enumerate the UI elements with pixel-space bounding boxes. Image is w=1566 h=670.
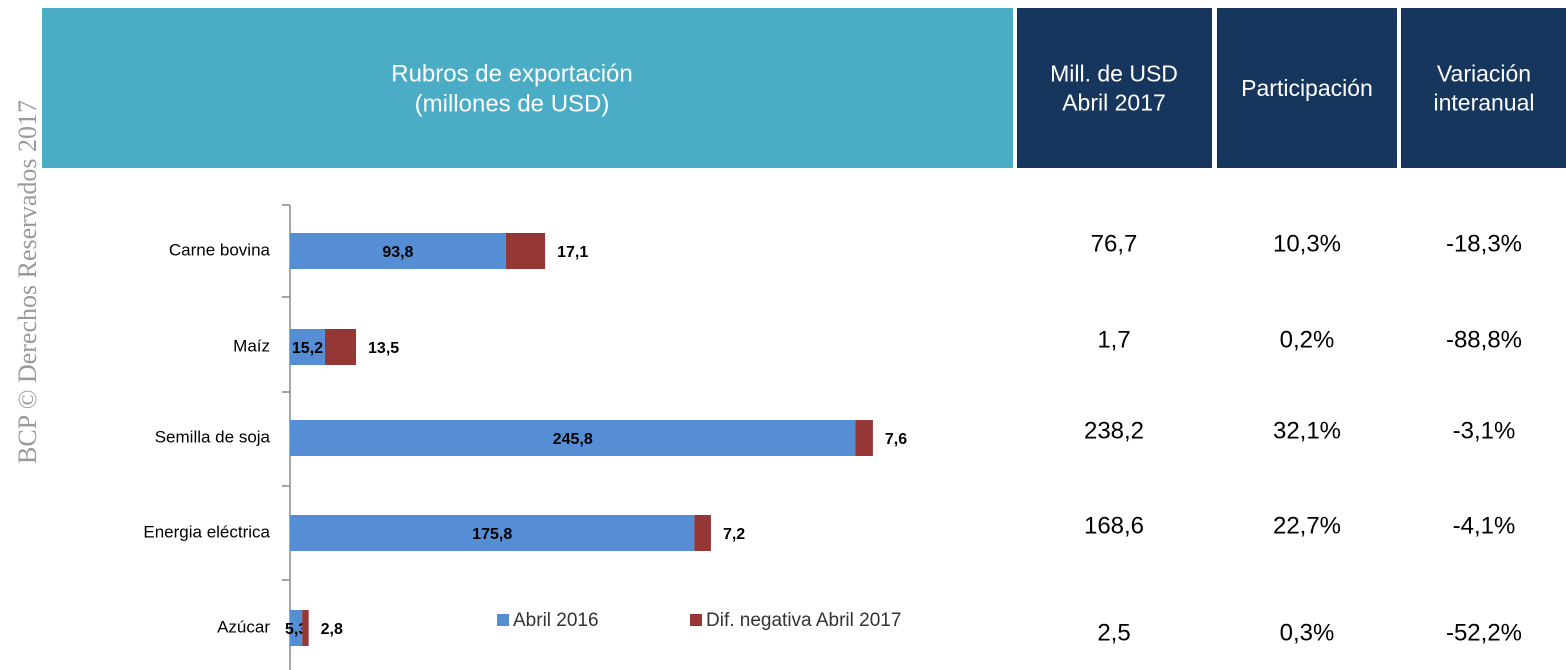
header-cell [1217,8,1397,168]
data-label: 7,6 [885,431,907,448]
table-cell: 238,2 [1084,417,1144,444]
column-header: Abril 2017 [1062,89,1166,115]
legend-swatch [497,614,509,626]
bar-segment [290,420,856,456]
table-cell: 168,6 [1084,512,1144,539]
column-header: Mill. de USD [1050,61,1178,87]
data-label: 7,2 [723,526,745,543]
data-label: 13,5 [368,340,399,357]
legend-label: Dif. negativa Abril 2017 [706,610,901,631]
table-cell: 76,7 [1091,230,1138,257]
data-label: 245,8 [553,431,593,448]
table-cell: 0,3% [1280,619,1335,646]
bar-segment [290,515,695,551]
data-label: 2,8 [321,621,343,638]
bar-segment [505,233,546,269]
bar-segment [290,233,506,269]
table-cell: 1,7 [1097,326,1130,353]
chart-title: Rubros de exportación [391,60,632,87]
bar-segment [290,329,325,365]
data-label: 175,8 [472,526,512,543]
watermark: BCP © Derechos Reservados 2017 [13,100,42,464]
category-label: Semilla de soja [155,427,271,446]
column-header: Variación [1437,61,1531,87]
chart-title: (millones de USD) [415,90,610,117]
table-cell: 10,3% [1273,230,1341,257]
table-cell: 32,1% [1273,417,1341,444]
table-cell: -18,3% [1446,230,1522,257]
bar-segment [290,610,303,646]
category-label: Carne bovina [169,240,271,259]
category-label: Azúcar [217,617,270,636]
table-cell: -88,8% [1446,326,1522,353]
table-cell: -3,1% [1453,417,1516,444]
bar-segment [324,329,357,365]
table-cell: 22,7% [1273,512,1341,539]
legend-label: Abril 2016 [513,610,599,631]
table-cell: 2,5 [1097,619,1130,646]
header-cell [1017,8,1212,168]
category-label: Maíz [233,336,270,355]
data-label: 5,3 [285,621,307,638]
column-header: Participación [1241,75,1373,101]
bar-segment [694,515,711,551]
bar-segment [302,610,309,646]
data-label: 93,8 [382,244,413,261]
column-header: interanual [1433,89,1534,115]
table-cell: -4,1% [1453,512,1516,539]
header-cell [1401,8,1566,168]
legend-swatch [690,614,702,626]
table-cell: -52,2% [1446,619,1522,646]
table-cell: 0,2% [1280,326,1335,353]
data-label: 15,2 [292,340,323,357]
data-label: 17,1 [557,244,588,261]
bar-segment [855,420,873,456]
category-label: Energia eléctrica [143,522,270,541]
header-band [42,8,1013,168]
